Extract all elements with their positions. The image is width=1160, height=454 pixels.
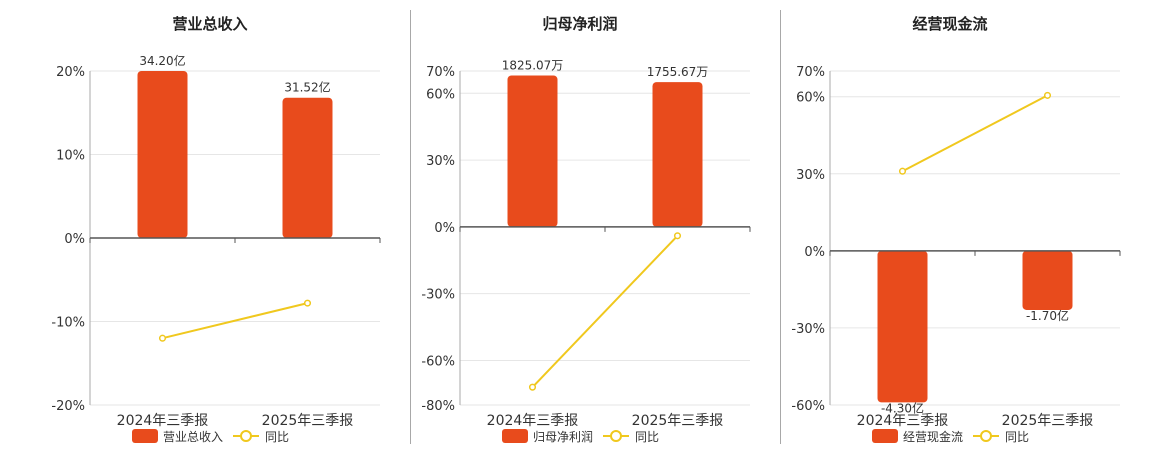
y-tick-label: 10%: [56, 149, 85, 164]
chart-panel-revenue: 营业总收入 20% 10% 0% -10% -20% 34.20亿 31.52亿 2024年三季…: [30, 0, 400, 450]
bar: [137, 71, 188, 238]
legend-label: 经营现金流: [903, 429, 963, 444]
revenue-chart: 营业总收入 20% 10% 0% -10% -20% 34.20亿 31.52亿 2024年三季…: [51, 15, 381, 444]
legend-bar-swatch-icon: [502, 429, 528, 443]
legend-bar-swatch-icon: [872, 429, 898, 443]
yoy-line: [902, 94, 1048, 173]
y-tick-label: 0%: [434, 221, 455, 236]
yoy-line: [162, 302, 308, 340]
panel-divider: [410, 10, 411, 444]
y-tick-label: 30%: [796, 168, 825, 183]
legend-label: 同比: [1005, 430, 1029, 444]
legend-label: 归母净利润: [533, 430, 593, 444]
chart-panel-cash-flow: 经营现金流 70% 60% 30% 0% -30% -60% -4.30亿 -1.70亿 2024…: [770, 0, 1140, 450]
chart-panel-net-profit: 归母净利润 70% 60% 30% 0% -30% -60% -80% 1825.07万 1755…: [400, 0, 770, 450]
bar-value-label: -1.70亿: [1026, 308, 1069, 323]
yoy-line: [531, 235, 679, 388]
y-tick-label: -30%: [421, 288, 455, 303]
y-tick-label: 30%: [426, 154, 455, 169]
yoy-point: [1043, 91, 1052, 99]
bar: [507, 75, 558, 227]
cash-flow-chart: 经营现金流 70% 60% 30% 0% -30% -60% -4.30亿 -1.70亿 2024…: [791, 15, 1121, 444]
x-category-label: 2024年三季报: [857, 413, 949, 429]
bar-value-label: -4.30亿: [881, 400, 924, 415]
y-tick-label: -60%: [791, 399, 825, 414]
yoy-point: [158, 334, 167, 342]
yoy-point: [528, 383, 537, 391]
bar-value-label: 1825.07万: [502, 58, 564, 72]
bar: [652, 82, 703, 227]
bar: [1022, 250, 1073, 310]
legend-line-marker-icon: [610, 430, 622, 442]
legend-line-marker-icon: [980, 430, 992, 442]
bar: [282, 97, 333, 238]
chart-title: 经营现金流: [912, 15, 987, 33]
bar-value-label: 31.52亿: [284, 80, 330, 95]
panel-divider: [780, 10, 781, 444]
yoy-point: [673, 232, 682, 240]
x-category-label: 2025年三季报: [1002, 413, 1094, 429]
y-tick-label: -10%: [51, 316, 85, 331]
y-tick-label: 60%: [426, 87, 455, 102]
x-category-label: 2024年三季报: [117, 413, 209, 429]
bar-value-label: 34.20亿: [139, 53, 185, 68]
chart-title: 营业总收入: [172, 15, 247, 33]
y-tick-label: -30%: [791, 322, 825, 337]
y-tick-label: 70%: [796, 65, 825, 80]
bar: [877, 250, 928, 403]
net-profit-chart: 归母净利润 70% 60% 30% 0% -30% -60% -80% 1825.07万 1755…: [421, 15, 751, 444]
legend-line-marker-icon: [240, 430, 252, 442]
bar-value-label: 1755.67万: [647, 65, 709, 79]
y-tick-label: 70%: [426, 65, 455, 80]
yoy-point: [898, 167, 907, 175]
x-category-label: 2025年三季报: [262, 413, 354, 429]
y-tick-label: 60%: [796, 91, 825, 106]
y-tick-label: -20%: [51, 399, 85, 414]
legend-label: 营业总收入: [163, 430, 223, 444]
legend-label: 同比: [265, 430, 289, 444]
y-tick-label: -80%: [421, 399, 455, 414]
x-category-label: 2025年三季报: [632, 413, 724, 429]
y-tick-label: -60%: [421, 354, 455, 369]
y-tick-label: 20%: [56, 65, 85, 80]
x-category-label: 2024年三季报: [487, 413, 579, 429]
legend-label: 同比: [635, 430, 659, 444]
chart-title: 归母净利润: [542, 15, 617, 33]
y-tick-label: 0%: [804, 245, 825, 260]
legend-bar-swatch-icon: [132, 429, 158, 443]
yoy-point: [303, 299, 312, 307]
y-tick-label: 0%: [64, 232, 85, 247]
